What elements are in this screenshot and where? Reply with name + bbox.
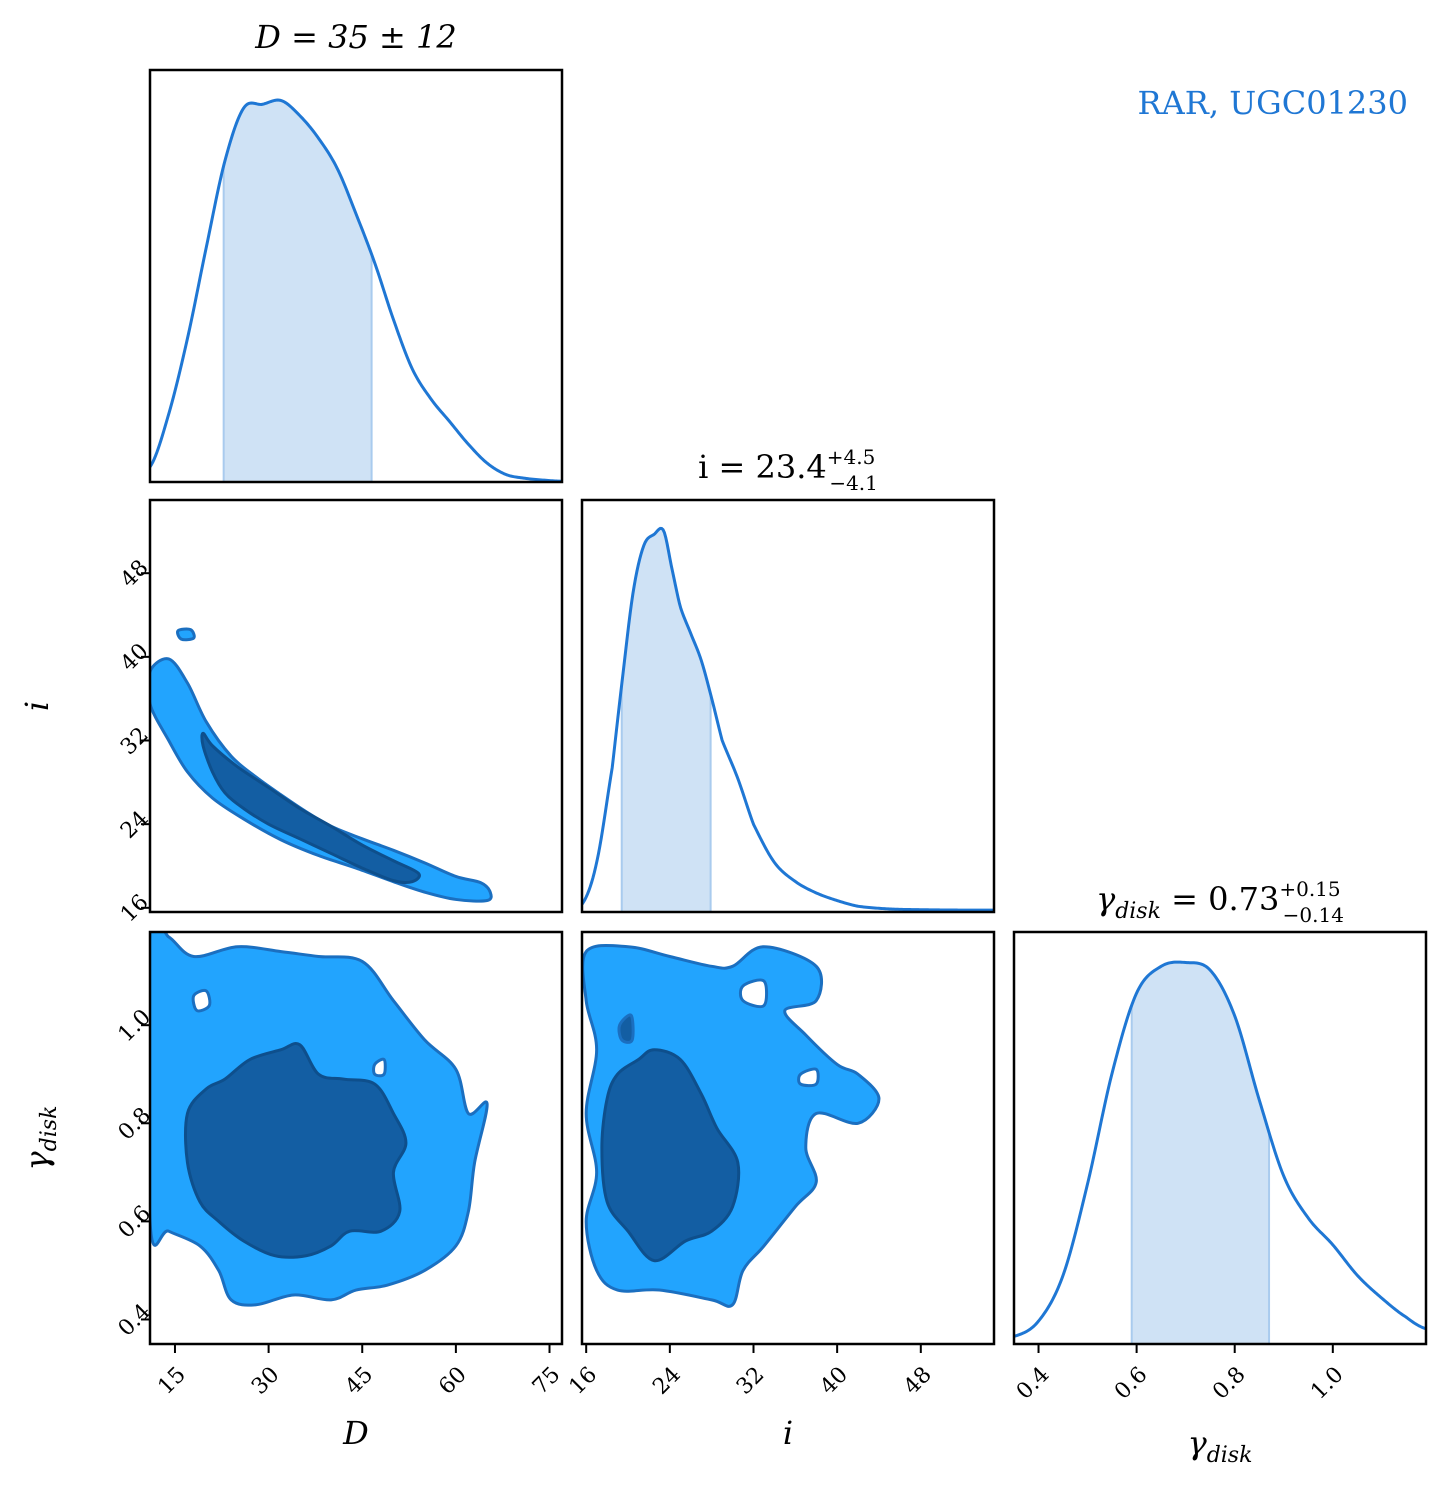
panel-title-1: i = 23.4+4.5 −4.1 — [698, 445, 878, 495]
x-tick-label-1-1: 24 — [648, 1362, 685, 1399]
y-tick-label-1-1: 24 — [116, 806, 153, 843]
y-axis-label-1: i — [18, 701, 56, 711]
x-tick-label-1-3: 40 — [816, 1362, 853, 1399]
panel-title-0: D = 35 ± 12 — [254, 18, 456, 56]
x-tick-label-2-1: 0.6 — [1110, 1362, 1152, 1404]
x-tick-label-0-4: 75 — [528, 1362, 565, 1399]
x-tick-label-2-0: 0.4 — [1012, 1362, 1054, 1404]
posterior-panel-2 — [1014, 960, 1426, 1344]
credible-interval-fill-0 — [223, 100, 372, 482]
contour-panel-0-1 — [150, 627, 493, 903]
y-tick-label-1-4: 48 — [116, 555, 153, 592]
legend-label: RAR, UGC01230 — [1138, 84, 1408, 122]
posterior-panel-0 — [150, 98, 562, 482]
x-axis-label-2: γdisk — [1188, 1424, 1253, 1468]
x-tick-label-0-2: 45 — [341, 1362, 378, 1399]
contour-outer-0-1 — [150, 657, 493, 903]
y-axis-label-2: γdisk — [18, 1106, 62, 1171]
credible-interval-fill-2 — [1131, 962, 1270, 1344]
panel-frame-0-1 — [148, 498, 564, 914]
panel-frame-2-2 — [1012, 930, 1428, 1346]
posterior-curve-1 — [582, 526, 994, 912]
panel-frame-1-1 — [580, 498, 996, 914]
contour-inner-0-2 — [184, 1042, 408, 1259]
y-tick-label-1-0: 16 — [116, 890, 153, 927]
x-tick-label-2-2: 0.8 — [1208, 1362, 1250, 1404]
x-axis-label-1: i — [783, 1414, 793, 1452]
contour-panel-0-2 — [150, 932, 489, 1307]
posterior-panel-1 — [582, 526, 994, 912]
panel-frame-1-2 — [580, 930, 996, 1346]
x-axis-label-0: D — [342, 1414, 369, 1452]
x-tick-label-2-3: 1.0 — [1306, 1362, 1348, 1404]
posterior-curve-0 — [150, 98, 562, 482]
x-tick-label-1-0: 16 — [565, 1362, 602, 1399]
panel-frame-0-0 — [148, 68, 564, 484]
contour-inner-0-1 — [200, 731, 421, 884]
panel-title-2: γdisk = 0.73+0.15 −0.14 — [1096, 877, 1344, 927]
panel-frame-0-2 — [148, 930, 564, 1346]
y-tick-label-1-3: 40 — [116, 639, 153, 676]
x-tick-label-0-0: 15 — [153, 1362, 190, 1399]
x-tick-label-1-2: 32 — [732, 1362, 769, 1399]
y-tick-label-1-2: 32 — [116, 723, 153, 760]
x-tick-label-0-1: 30 — [247, 1362, 284, 1399]
x-tick-label-0-3: 60 — [434, 1362, 471, 1399]
credible-interval-fill-1 — [621, 528, 711, 912]
posterior-curve-2 — [1014, 960, 1426, 1338]
contour-island-0-1-0 — [176, 627, 196, 642]
x-tick-label-1-4: 48 — [899, 1362, 936, 1399]
contour-inner-1-2 — [600, 1048, 741, 1263]
contour-panel-1-2 — [582, 943, 881, 1308]
contour-island-1-2-0 — [617, 1013, 635, 1044]
